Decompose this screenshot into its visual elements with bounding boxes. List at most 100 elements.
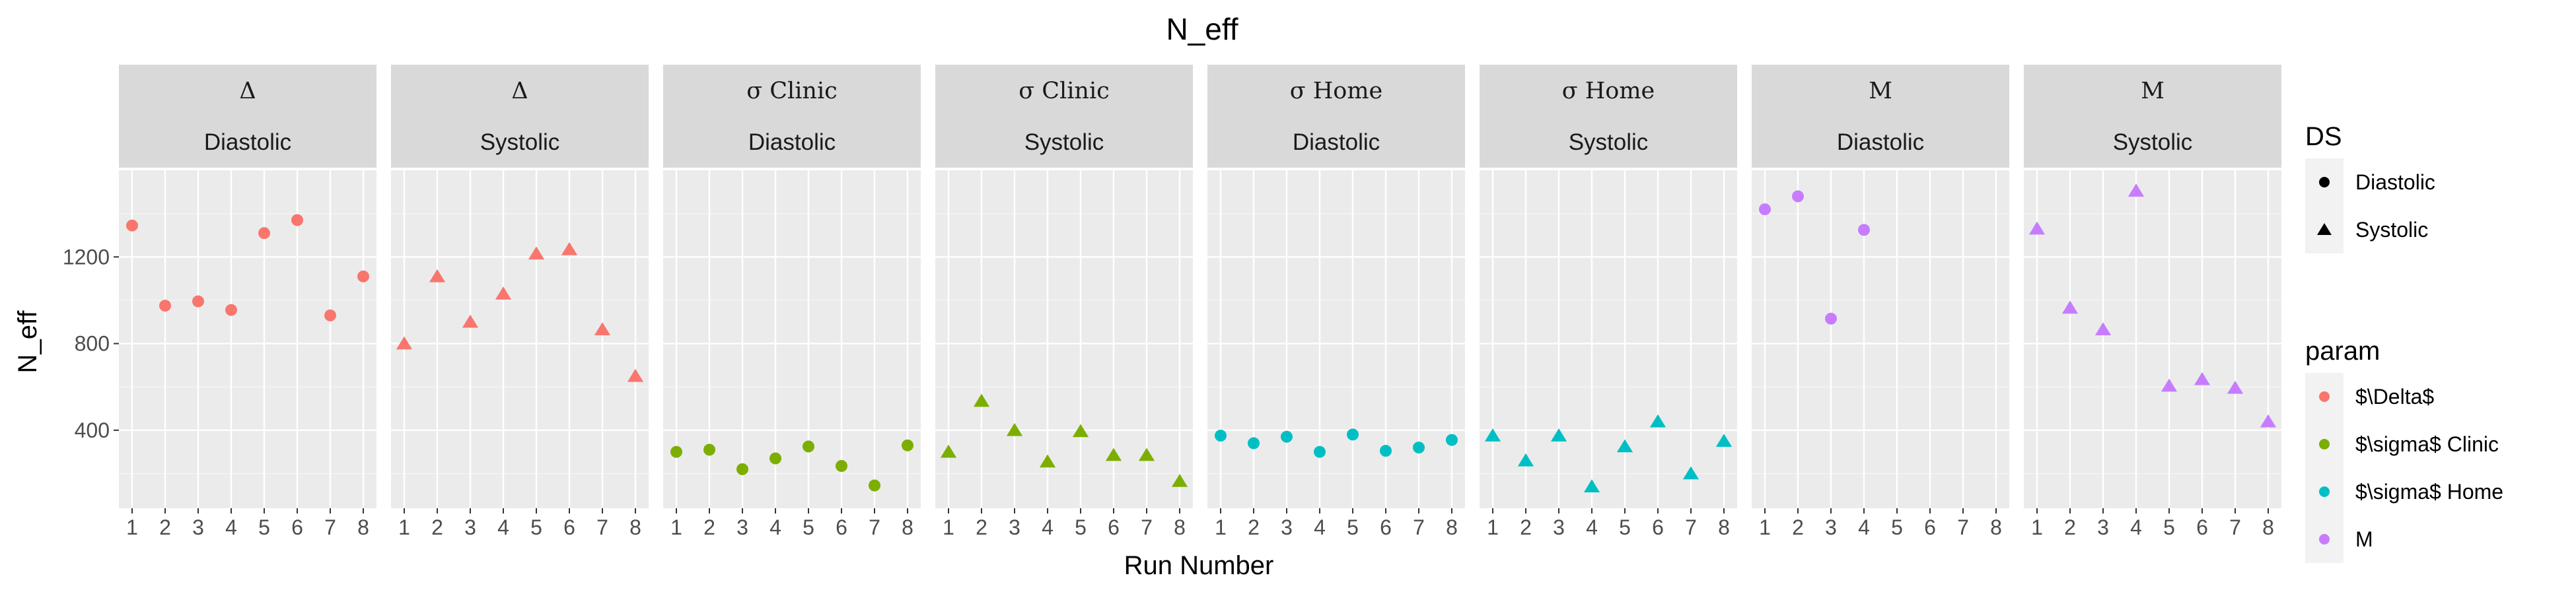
data-point (1682, 466, 1699, 480)
strip-param-label: M (1869, 78, 1892, 104)
x-tick-label: 3 (736, 515, 748, 539)
data-point (2061, 300, 2079, 314)
x-tick-label: 2 (703, 515, 715, 539)
legend-symbol (2319, 177, 2330, 187)
strip-ds-label: Systolic (1024, 129, 1104, 155)
panel-background (2024, 170, 2281, 508)
facet-panel: σ Home Diastolic 1 2 3 4 5 6 7 8 (1207, 65, 1465, 539)
data-point (670, 446, 682, 458)
x-tick-label: 5 (2163, 515, 2175, 539)
data-point (291, 214, 303, 226)
legend-label: $\sigma$ Clinic (2355, 432, 2499, 456)
facet-panel: Δ Systolic 1 2 3 4 5 6 7 8 (391, 65, 649, 539)
panel-background (935, 170, 1193, 508)
data-point (225, 304, 237, 316)
strip-param-label: σ Clinic (746, 78, 838, 104)
x-tick-label: 3 (1825, 515, 1837, 539)
x-tick-label: 2 (159, 515, 171, 539)
legend-title: DS (2305, 122, 2342, 151)
data-point (126, 219, 138, 232)
x-tick-label: 6 (563, 515, 575, 539)
strip-param (391, 65, 649, 116)
x-tick-label: 8 (1990, 515, 2002, 539)
data-point (1446, 434, 1458, 446)
data-point (1759, 203, 1771, 216)
x-tick-label: 5 (1891, 515, 1903, 539)
legend-label: $\Delta$ (2355, 385, 2434, 409)
data-point (192, 295, 204, 308)
x-tick-label: 8 (1446, 515, 1458, 539)
strip-param (119, 65, 376, 116)
data-point (940, 444, 957, 458)
data-point (2094, 322, 2112, 336)
x-tick-label: 2 (976, 515, 987, 539)
y-tick-label: 400 (75, 418, 110, 442)
legend: DS Diastolic Systolic param $\Delta$ $\sigma$… (2305, 122, 2503, 563)
data-point (1517, 453, 1534, 467)
x-tick-label: 8 (629, 515, 641, 539)
strip-ds (935, 116, 1193, 168)
data-point (1484, 428, 1501, 442)
data-point (528, 246, 545, 260)
x-tick-label: 1 (943, 515, 954, 539)
x-axis-title: Run Number (1124, 551, 1274, 580)
strip-param (935, 65, 1193, 116)
data-point (1715, 434, 1733, 447)
data-point (1550, 428, 1567, 442)
legend-symbol (2317, 223, 2332, 235)
data-point (836, 460, 847, 472)
data-point (1616, 439, 1633, 453)
panel-background (1207, 170, 1465, 508)
strip-ds-label: Diastolic (1293, 129, 1380, 155)
x-tick-label: 6 (1108, 515, 1120, 539)
legend-label: M (2355, 527, 2373, 551)
data-point (396, 336, 413, 350)
x-tick-label: 4 (497, 515, 509, 539)
x-tick-label: 4 (1314, 515, 1326, 539)
data-point (902, 439, 913, 451)
data-point (1006, 422, 1023, 436)
data-point (1825, 312, 1837, 325)
data-point (1215, 430, 1227, 442)
x-tick-label: 2 (1248, 515, 1260, 539)
x-tick-label: 8 (1718, 515, 1730, 539)
legend-symbol (2319, 534, 2330, 544)
data-point (324, 309, 336, 321)
strip-param (1480, 65, 1737, 116)
x-tick-label: 3 (192, 515, 204, 539)
data-point (2194, 372, 2211, 385)
x-tick-label: 3 (1281, 515, 1293, 539)
data-point (736, 463, 748, 475)
data-point (1248, 437, 1260, 449)
facet-panel: M Systolic 1 2 3 4 5 6 7 8 (2024, 65, 2281, 539)
x-tick-label: 1 (670, 515, 682, 539)
x-tick-label: 1 (1215, 515, 1227, 539)
x-tick-label: 4 (1586, 515, 1598, 539)
strip-ds (1480, 116, 1737, 168)
data-point (1347, 428, 1359, 441)
strip-ds-label: Systolic (1569, 129, 1649, 155)
x-tick-label: 4 (2130, 515, 2142, 539)
x-tick-label: 7 (1685, 515, 1697, 539)
x-tick-label: 6 (1380, 515, 1392, 539)
strip-param-label: σ Home (1290, 78, 1383, 104)
data-point (1281, 430, 1293, 443)
data-point (2260, 414, 2277, 428)
x-tick-label: 1 (398, 515, 410, 539)
x-tick-label: 1 (2031, 515, 2043, 539)
data-point (1380, 445, 1392, 457)
facet-panel: σ Clinic Diastolic 1 2 3 4 5 6 7 8 (663, 65, 921, 539)
data-point (1649, 414, 1666, 428)
legend-symbol (2319, 439, 2330, 449)
data-point (357, 270, 369, 282)
data-point (1171, 473, 1188, 487)
x-tick-label: 1 (126, 515, 138, 539)
legend-label: Diastolic (2355, 170, 2435, 194)
facet-panel: σ Clinic Systolic 1 2 3 4 5 6 7 8 (935, 65, 1193, 539)
y-axis-title: N_eff (13, 310, 42, 374)
x-tick-label: 6 (2196, 515, 2208, 539)
facet-panel: M Diastolic 1 2 3 4 5 6 7 8 (1752, 65, 2009, 539)
strip-ds (663, 116, 921, 168)
strip-param-label: Δ (239, 78, 256, 104)
